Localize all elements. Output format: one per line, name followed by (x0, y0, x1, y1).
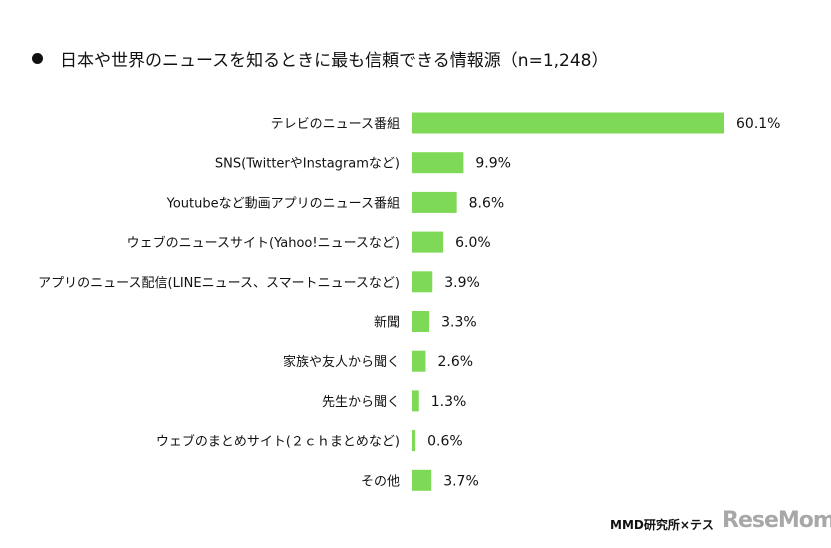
data-label: 60.1% (736, 116, 780, 132)
bullet-icon (32, 53, 43, 64)
bar (412, 469, 432, 491)
chart-title: 日本や世界のニュースを知るときに最も信頼できる情報源（n=1,248） (32, 46, 609, 71)
data-label: 3.3% (441, 315, 477, 331)
watermark-logo: ReseMom (722, 508, 831, 533)
data-label: 0.6% (427, 434, 463, 450)
category-label: 新聞 (374, 315, 400, 331)
category-label: 先生から聞く (322, 395, 400, 410)
category-label: ウェブのニュースサイト(Yahoo!ニュースなど) (127, 235, 400, 251)
category-label: 家族や友人から聞く (283, 354, 400, 370)
bar (412, 271, 433, 293)
data-label: 1.3% (431, 394, 467, 410)
bar (412, 191, 457, 213)
data-label: 3.7% (443, 473, 479, 489)
bar (412, 390, 419, 412)
category-label: その他 (361, 474, 400, 489)
data-label: 2.6% (437, 354, 473, 370)
bar (412, 311, 430, 332)
data-label: 3.9% (444, 275, 480, 291)
bar (412, 350, 426, 372)
bar (412, 430, 416, 452)
data-label: 6.0% (455, 235, 491, 251)
bar (412, 152, 464, 174)
data-label: 9.9% (475, 156, 511, 172)
source-credit: MMD研究所×テス (610, 518, 714, 532)
chart-title-text: 日本や世界のニュースを知るときに最も信頼できる情報源（n=1,248） (60, 51, 609, 71)
category-label: SNS(TwitterやInstagramなど) (215, 157, 400, 172)
category-label: ウェブのまとめサイト(２ｃｈまとめなど) (156, 434, 400, 450)
category-label: アプリのニュース配信(LINEニュース、スマートニュースなど) (38, 276, 400, 291)
data-label: 8.6% (469, 195, 505, 211)
category-label: Youtubeなど動画アプリのニュース番組 (166, 196, 400, 211)
bar (412, 112, 724, 134)
bar (412, 231, 444, 253)
category-label: テレビのニュース番組 (271, 117, 400, 132)
